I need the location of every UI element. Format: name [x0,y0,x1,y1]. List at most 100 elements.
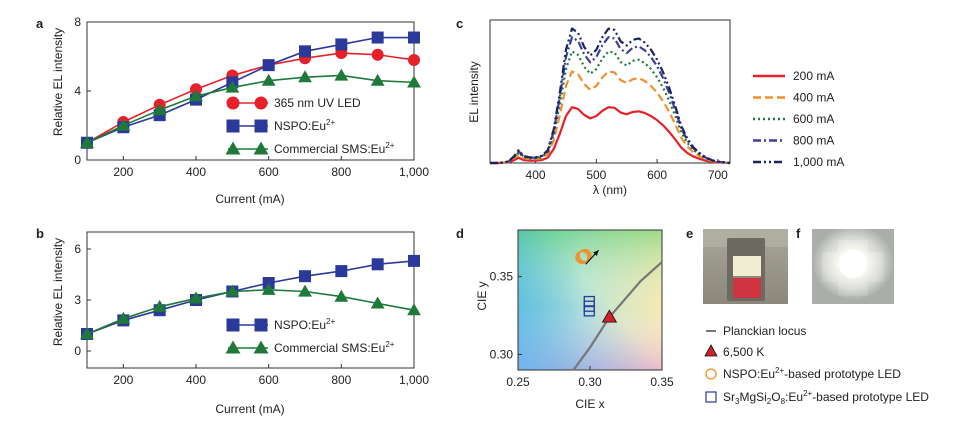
c-xtick-label: 500 [586,168,606,182]
a-point [407,75,421,88]
a-point [371,48,384,61]
b-legend-label: Commercial SMS:Eu2+ [274,340,395,355]
b-legend-marker [254,318,268,332]
a-point [371,31,384,44]
a-legend-marker [225,141,241,155]
d-legend-6500k-label: 6,500 K [723,345,764,359]
b-legend-marker [225,340,241,354]
b-legend-marker [226,318,240,332]
photo-f-led-on [812,229,894,304]
c-legend-label: 600 mA [793,112,834,126]
b-point [334,289,349,302]
panel-d-legend: Planckian locus 6,500 K NSPO:Eu2+-based pr… [704,324,929,406]
a-xtick-label: 400 [186,165,206,179]
b-point [261,282,276,295]
d-xtick-label: 0.25 [506,375,530,389]
a-point [152,103,167,116]
a-xtick-label: 800 [331,165,351,179]
b-point [370,296,385,309]
d-legend-6500k-swatch [704,344,718,357]
a-legend-label: 365 nm UV LED [274,96,361,110]
a-series-line-1 [86,36,414,144]
white-phosphor [733,256,761,276]
d-nspo-point [578,248,592,263]
a-xtick-label: 600 [259,165,279,179]
d-legend-sms-swatch [705,391,717,403]
d-legend-nspo-swatch [705,368,717,380]
panel-c-legend: 200 mA 400 mA 600 mA 800 mA 1,000 mA [753,69,844,169]
panel-letter-b: b [36,226,44,241]
panel-b-xlabel: Current (mA) [215,402,284,416]
b-point [152,299,167,312]
panel-b-ylabel: Relative EL intensity [51,238,65,346]
panel-b-chart: Relative EL intensity Current (mA) 200 40… [51,231,429,416]
a-point [80,135,94,148]
d-6500k-point [601,309,618,323]
panel-d-ylabel: CIE y [475,281,489,310]
d-legend-locus-label: Planckian locus [723,324,806,338]
led-glow [839,250,867,278]
c-spectrum-0 [490,106,731,165]
b-series-line-1 [86,288,415,335]
panel-letter-a: a [36,16,44,31]
b-point [371,258,384,271]
panel-letter-d: d [456,226,464,241]
b-xtick-label: 600 [259,373,279,387]
panel-a-ylabel: Relative EL intensity [51,28,65,136]
b-point [298,284,312,297]
a-point [299,45,311,58]
b-xtick-label: 800 [331,373,351,387]
d-sms-point [583,295,595,308]
a-legend-marker [226,119,240,133]
panel-c-chart: EL intensity λ (nm) 400 500 600 700 200 mA 4… [467,19,844,197]
c-spectrum-2 [490,50,731,165]
b-point [116,311,131,324]
b-ytick-label: 6 [74,242,81,256]
panel-a-chart: Relative EL intensity Current (mA) 200 40… [51,15,429,206]
d-xtick-label: 0.35 [650,375,674,389]
panel-d-chart: CIE y CIE x 0.25 0.30 0.35 0.30 0.35 [475,229,674,411]
panel-b-legend: NSPO:Eu2+ Commercial SMS:Eu2+ [225,317,395,355]
a-point [408,53,420,66]
b-legend-marker [253,340,269,354]
d-legend-nspo-label: NSPO:Eu2+-based prototype LED [723,366,901,381]
photo-e-led-off [703,229,788,304]
d-ytick-label: 0.30 [490,347,514,361]
c-legend-label: 200 mA [793,69,834,83]
b-xtick-label: 200 [113,373,133,387]
b-ytick-label: 0 [74,344,81,358]
a-point [261,73,276,86]
b-point [189,291,203,304]
c-spectrum-4 [490,27,731,165]
a-point [298,70,312,83]
c-xtick-label: 600 [647,168,667,182]
panel-c-xlabel: λ (nm) [593,183,627,197]
c-plot-frame [489,19,731,164]
panel-letter-f: f [796,226,801,241]
b-point [407,303,421,316]
red-phosphor [733,278,761,298]
a-point [116,118,131,131]
a-legend-marker [226,96,240,110]
panel-d-xlabel: CIE x [575,397,604,411]
b-ytick-label: 3 [74,293,81,307]
a-point [225,80,240,93]
a-series-line-0 [86,52,415,144]
c-legend-label: 1,000 mA [793,155,844,169]
a-ytick-label: 8 [74,15,81,29]
b-xtick-label: 400 [186,373,206,387]
a-legend-marker [253,141,269,155]
a-legend-marker [254,119,268,133]
b-point [80,327,94,340]
c-xtick-label: 700 [708,168,728,182]
a-xtick-label: 1,000 [399,165,429,179]
a-point [262,59,275,72]
a-legend-label: Commercial SMS:Eu2+ [274,141,395,156]
d-ytick-label: 0.35 [490,270,514,284]
b-point [335,265,348,278]
a-point [370,73,385,86]
c-legend-label: 400 mA [793,91,834,105]
a-ytick-label: 0 [74,153,81,167]
c-xtick-label: 400 [526,168,546,182]
